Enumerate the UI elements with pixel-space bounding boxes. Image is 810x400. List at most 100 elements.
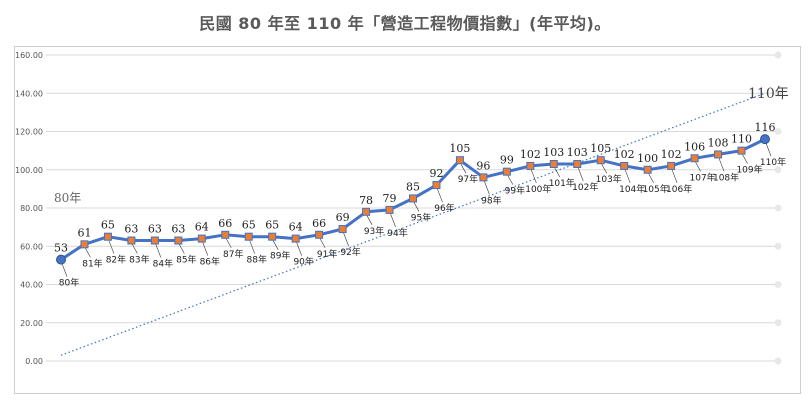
value-label: 99: [500, 154, 514, 167]
leader-line: [366, 215, 373, 225]
gridline-end-dot: [774, 319, 782, 327]
data-point: [315, 230, 324, 239]
category-label: 98年: [481, 194, 501, 206]
category-label: 104年: [619, 183, 645, 195]
gridline-end-dot: [774, 166, 782, 174]
data-point: [127, 236, 136, 245]
leader-line: [132, 244, 138, 254]
leader-line: [460, 164, 467, 174]
value-label: 100: [637, 152, 658, 165]
category-label: 81年: [82, 257, 102, 269]
data-point: [221, 230, 230, 239]
y-tick-label: 60.00: [20, 242, 43, 251]
category-label: 99年: [505, 185, 525, 197]
leader-line: [272, 240, 279, 250]
category-label: 88年: [247, 254, 267, 266]
end-annotation: 110年: [748, 86, 789, 102]
value-label: 65: [101, 219, 115, 232]
value-label: 106: [684, 140, 705, 153]
category-label: 89年: [270, 250, 290, 262]
category-label: 90年: [293, 256, 313, 268]
category-label: 86年: [200, 256, 220, 268]
leader-line: [319, 238, 326, 248]
value-label: 69: [336, 211, 350, 224]
data-point: [455, 156, 464, 165]
gridline-end-dot: [774, 89, 782, 97]
data-point: [409, 194, 417, 203]
data-point: [737, 146, 746, 155]
value-label: 65: [242, 219, 256, 232]
gridline-end-dot: [774, 204, 782, 212]
leader-line: [577, 167, 584, 182]
leader-line: [742, 154, 748, 164]
data-point: [197, 234, 206, 243]
category-label: 91年: [317, 248, 337, 260]
category-label: 110年: [760, 156, 786, 168]
leader-line: [226, 238, 232, 248]
value-label: 96: [476, 159, 490, 172]
value-label: 53: [54, 242, 68, 255]
data-point: [268, 232, 277, 241]
value-label: 64: [289, 221, 303, 234]
leader-line: [718, 158, 725, 172]
data-labels: 53 80年 61 81年 65 82年 63 83年 63 84年 63 85年 64 86年 66 87年…: [54, 121, 786, 288]
leader-line: [390, 213, 396, 228]
leader-line: [554, 167, 561, 178]
category-label: 96年: [434, 202, 454, 214]
data-point: [643, 165, 652, 174]
category-label: 93年: [364, 225, 384, 237]
value-label: 79: [383, 192, 397, 205]
category-label: 83年: [129, 254, 149, 266]
category-label: 100年: [525, 183, 551, 195]
gridline-end-dot: [774, 281, 782, 288]
leader-line: [155, 244, 162, 258]
data-point: [174, 236, 183, 245]
data-point: [620, 161, 629, 170]
value-label: 64: [195, 221, 209, 234]
value-label: 63: [124, 223, 138, 236]
data-point: [549, 160, 558, 169]
data-point: [526, 161, 535, 170]
gridline-end-dot: [774, 128, 782, 135]
category-label: 108年: [713, 171, 739, 183]
value-label: 105: [590, 142, 611, 155]
leader-line: [61, 263, 68, 277]
value-label: 116: [755, 121, 776, 134]
data-point: [432, 181, 441, 190]
category-label: 106年: [666, 183, 692, 195]
y-tick-label: 160.00: [15, 51, 43, 60]
category-label: 109年: [736, 164, 762, 176]
value-label: 108: [708, 136, 729, 149]
value-label: 103: [567, 146, 588, 159]
category-label: 101年: [549, 177, 575, 189]
data-point: [714, 150, 723, 159]
data-point: [56, 254, 66, 265]
chart-frame: [14, 46, 801, 394]
leader-line: [437, 188, 443, 203]
y-tick-label: 40.00: [20, 281, 43, 290]
leader-line: [484, 181, 490, 195]
leader-line: [343, 232, 349, 247]
category-label: 82年: [106, 254, 126, 266]
value-label: 102: [614, 148, 635, 161]
data-point: [80, 240, 89, 249]
data-point: [573, 160, 582, 169]
data-point: [291, 234, 300, 243]
leader-line: [765, 143, 772, 157]
data-point: [150, 236, 159, 245]
data-point: [385, 205, 394, 214]
category-label: 105年: [643, 183, 669, 195]
leader-line: [601, 164, 607, 174]
category-label: 84年: [153, 258, 173, 270]
leader-line: [413, 202, 420, 212]
category-label: 102年: [572, 181, 598, 193]
y-tick-label: 120.00: [15, 128, 43, 137]
value-label: 105: [449, 142, 470, 155]
y-tick-label: 0.00: [25, 357, 43, 366]
value-label: 103: [543, 146, 564, 159]
data-point: [362, 207, 371, 216]
leader-line: [108, 240, 115, 254]
category-label: 85年: [176, 254, 196, 266]
data-point: [338, 225, 347, 234]
